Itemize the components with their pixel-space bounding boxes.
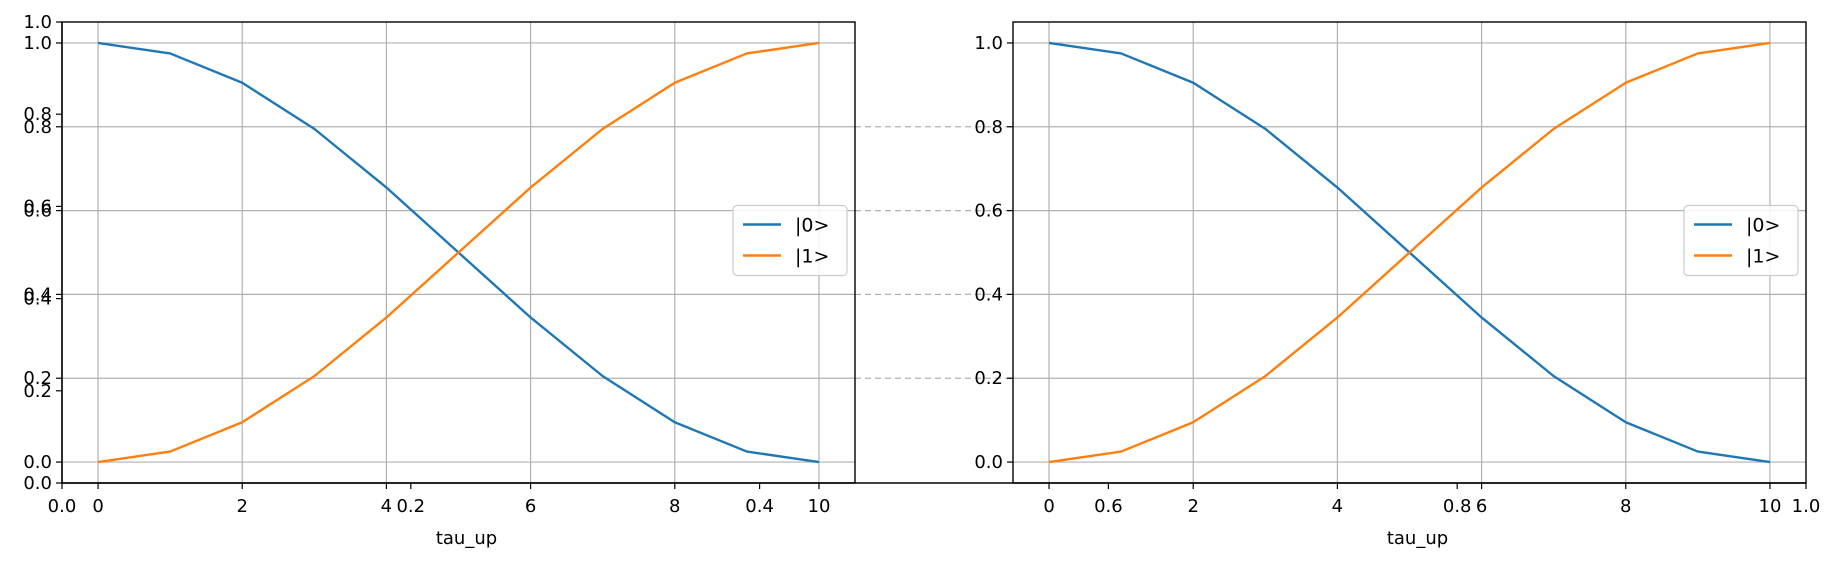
overlay-x-tick-label: 0.6 (1094, 496, 1123, 517)
connector-layer (855, 126, 1013, 379)
x-tick-label: 10 (808, 496, 831, 517)
y-tick-label: 0.0 (23, 452, 52, 473)
overlay-x-tick-label: 0.2 (396, 496, 425, 517)
overlay-y-tick-label: 0.4 (23, 289, 52, 310)
y-tick-label: 1.0 (23, 33, 52, 54)
x-tick-label: 2 (237, 496, 248, 517)
overlay-y-tick-label: 0.2 (23, 381, 52, 402)
x-tick-label: 2 (1188, 496, 1199, 517)
legend-box (1683, 204, 1799, 277)
y-tick-label: 0.8 (974, 117, 1003, 138)
y-tick-label: 0.0 (974, 452, 1003, 473)
x-tick-label: 8 (669, 496, 680, 517)
x-tick-label: 4 (381, 496, 392, 517)
overlay-x-tick-label: 0.8 (1443, 496, 1472, 517)
overlay-y-tick-label: 1.0 (23, 12, 52, 33)
y-tick-label: 0.2 (23, 368, 52, 389)
y-tick-label: 0.2 (974, 368, 1003, 389)
x-tick-label: 6 (1476, 496, 1487, 517)
y-tick-label: 0.4 (23, 284, 52, 305)
legend: |0>|1> (732, 204, 848, 277)
overlay-x-tick-label: 0.4 (745, 496, 774, 517)
series-line-ket1 (97, 41, 820, 464)
overlay-x-tick-label: 1.0 (1792, 496, 1821, 517)
x-tick-label: 8 (1620, 496, 1631, 517)
legend-label-ket1: |1> (795, 246, 829, 268)
y-tick-label: 1.0 (974, 33, 1003, 54)
legend-box (732, 204, 848, 277)
y-tick-label: 0.6 (23, 201, 52, 222)
overlay-y-tick-label: 0.8 (23, 104, 52, 125)
overlay-y-tick-label: 0.6 (23, 196, 52, 217)
legend: |0>|1> (1683, 204, 1799, 277)
legend-label-ket0: |0> (795, 215, 829, 237)
x-tick-label: 0 (92, 496, 103, 517)
x-tick-label: 10 (1759, 496, 1782, 517)
legend-label-ket1: |1> (1746, 246, 1780, 268)
x-tick-label: 6 (525, 496, 536, 517)
overlay-x-tick-label: 0.0 (48, 496, 77, 517)
x-tick-label: 4 (1332, 496, 1343, 517)
x-axis-title: tau_up (436, 528, 497, 549)
overlay-y-tick-label: 0.0 (23, 473, 52, 494)
y-tick-label: 0.4 (974, 284, 1003, 305)
legend-label-ket0: |0> (1746, 215, 1780, 237)
y-tick-label: 0.6 (974, 201, 1003, 222)
x-axis-title: tau_up (1387, 528, 1448, 549)
series-line-ket1 (1048, 41, 1771, 464)
x-tick-label: 0 (1043, 496, 1054, 517)
overlay-axis: 0.0 0.2 0.4 0.6 0.8 1.0 0.0 0.2 0.4 0.6 0.8 1.0 (23, 12, 1820, 517)
y-tick-label: 0.8 (23, 117, 52, 138)
